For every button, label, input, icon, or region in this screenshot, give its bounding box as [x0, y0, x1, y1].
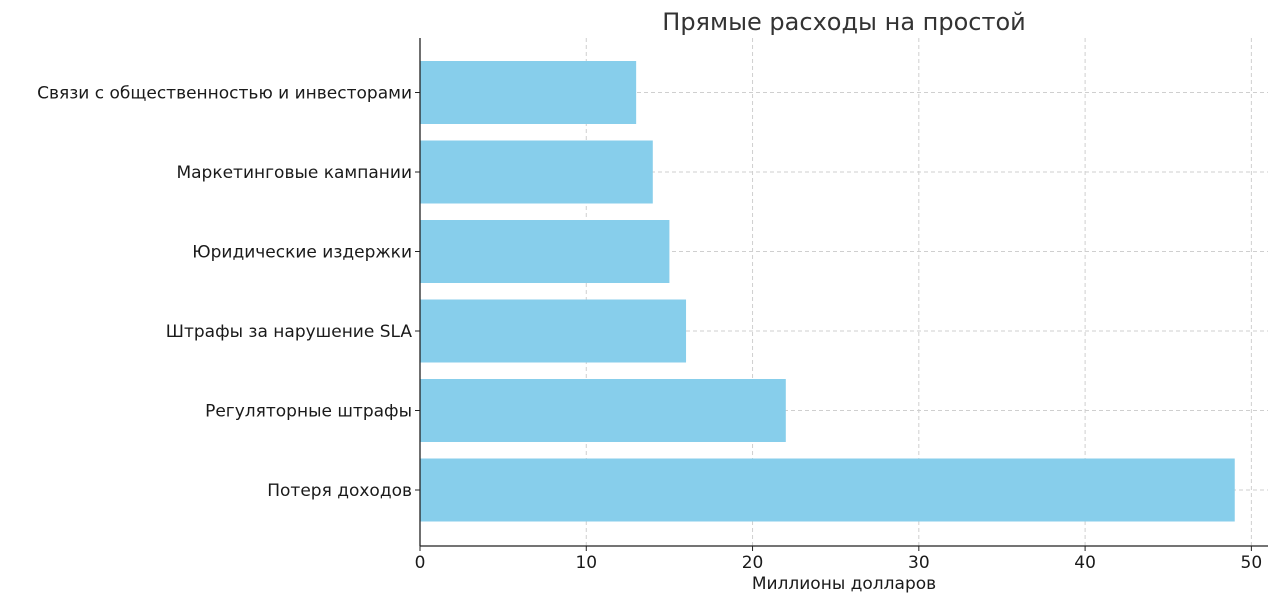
bar — [420, 458, 1235, 522]
category-label: Юридические издержки — [192, 243, 412, 263]
category-label: Потеря доходов — [267, 481, 412, 501]
bar — [420, 379, 786, 442]
x-tick-label: 0 — [415, 553, 426, 573]
x-tick-label: 40 — [1074, 553, 1096, 573]
bar — [420, 61, 637, 124]
x-tick-label: 10 — [575, 553, 597, 573]
x-axis-ticks: 0 10 20 30 40 50 — [415, 546, 1263, 573]
x-tick-label: 20 — [742, 553, 764, 573]
chart-title: Прямые расходы на простой — [662, 8, 1025, 36]
x-tick-label: 50 — [1241, 553, 1263, 573]
bars — [420, 61, 1235, 522]
category-label: Маркетинговые кампании — [176, 163, 412, 183]
category-labels: Потеря доходов Регуляторные штрафы Штрафы … — [37, 84, 420, 501]
bar — [420, 220, 670, 283]
bar — [420, 299, 687, 363]
category-label: Штрафы за нарушение SLA — [166, 322, 413, 342]
category-label: Регуляторные штрафы — [205, 402, 412, 422]
x-tick-label: 30 — [908, 553, 930, 573]
category-label: Связи с общественностью и инвесторами — [37, 84, 412, 104]
bar — [420, 140, 653, 204]
x-axis-title: Миллионы долларов — [752, 574, 936, 594]
